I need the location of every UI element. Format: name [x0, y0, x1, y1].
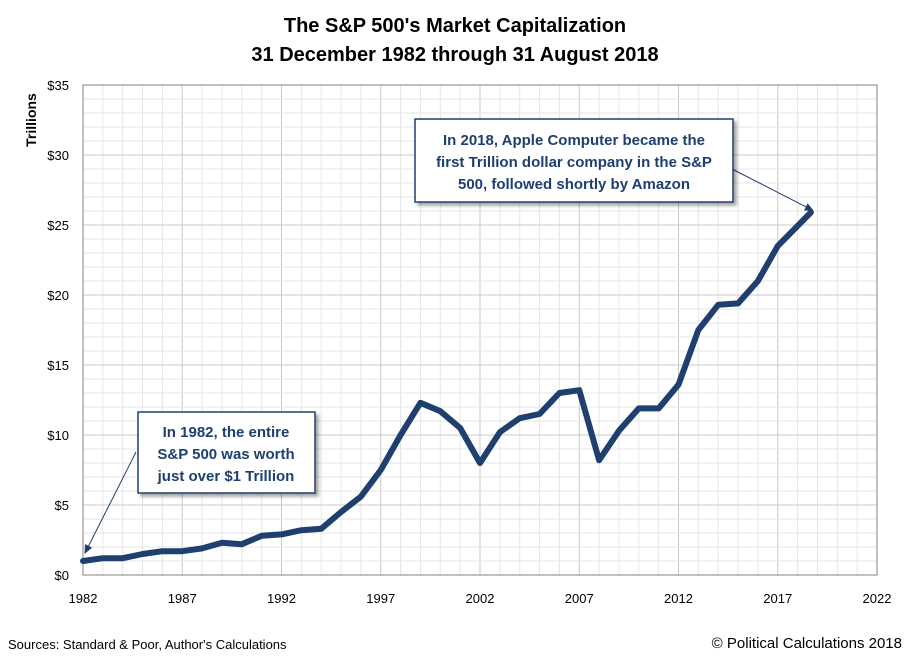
- y-tick-label: $5: [55, 498, 69, 513]
- series-line: [80, 209, 814, 564]
- x-tick-label: 1987: [168, 591, 197, 606]
- annotation-1982-line-1: In 1982, the entire: [163, 424, 290, 441]
- x-tick-label: 2022: [863, 591, 892, 606]
- y-axis-ticks: $0 $5 $10 $15 $20 $25 $30 $35: [47, 78, 69, 583]
- annotation-1982-arrow: [84, 451, 137, 554]
- annotation-2018-line-3: 500, followed shortly by Amazon: [458, 176, 690, 193]
- y-tick-label: $10: [47, 428, 69, 443]
- annotation-1982-line-2: S&P 500 was worth: [157, 446, 294, 463]
- sources-note: Sources: Standard & Poor, Author's Calcu…: [8, 637, 287, 652]
- x-tick-label: 1982: [69, 591, 98, 606]
- y-tick-label: $30: [47, 148, 69, 163]
- annotation-1982-box: [137, 411, 316, 494]
- x-axis-ticks: 1982 1987 1992 1997 2002 2007 2012 2017 2022: [69, 591, 892, 606]
- annotation-2018-line-2: first Trillion dollar company in the S&P: [436, 154, 712, 171]
- plot-border: [82, 84, 878, 576]
- chart-title-line-1: The S&P 500's Market Capitalization: [284, 15, 626, 37]
- y-tick-label: $35: [47, 78, 69, 93]
- copyright-note: © Political Calculations 2018: [711, 635, 902, 652]
- x-tick-label: 1992: [267, 591, 296, 606]
- y-tick-label: $15: [47, 358, 69, 373]
- annotation-2018-box: [414, 118, 734, 203]
- annotation-2018-arrow: [731, 168, 814, 211]
- y-tick-label: $20: [47, 288, 69, 303]
- y-axis-label: Trillions: [23, 93, 39, 147]
- annotation-1982: In 1982, the entire S&P 500 was worth ju…: [84, 411, 316, 554]
- annotation-1982-line-3: just over $1 Trillion: [157, 468, 295, 485]
- x-tick-label: 1997: [366, 591, 395, 606]
- annotation-2018: In 2018, Apple Computer became the first…: [414, 118, 814, 211]
- x-tick-label: 2017: [763, 591, 792, 606]
- y-tick-label: $0: [55, 568, 69, 583]
- x-tick-label: 2002: [466, 591, 495, 606]
- chart-title-line-2: 31 December 1982 through 31 August 2018: [251, 44, 658, 66]
- annotation-2018-line-1: In 2018, Apple Computer became the: [443, 132, 705, 149]
- y-tick-label: $25: [47, 218, 69, 233]
- series-group: [80, 209, 814, 564]
- x-tick-label: 2012: [664, 591, 693, 606]
- x-tick-label: 2007: [565, 591, 594, 606]
